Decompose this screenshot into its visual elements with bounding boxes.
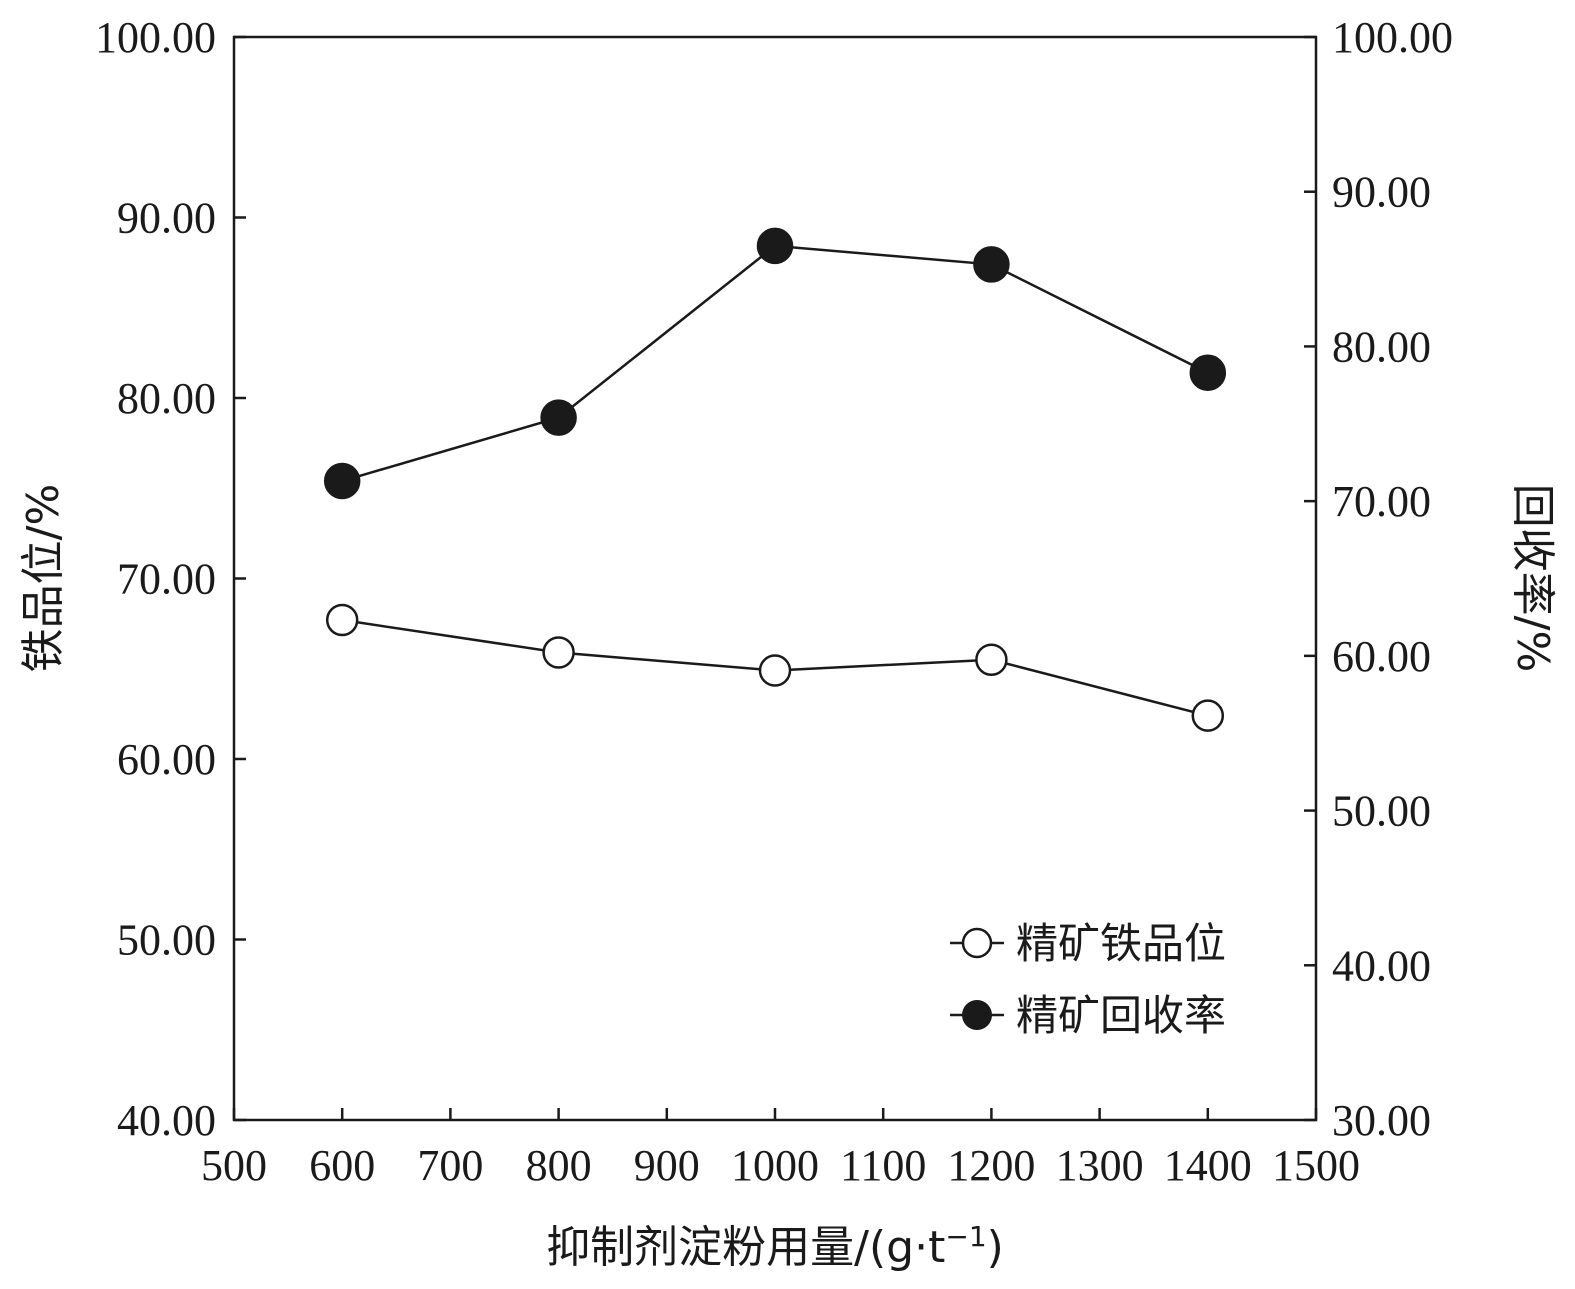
y-left-tick-label: 60.00: [117, 735, 216, 784]
recovery-point: [973, 246, 1010, 283]
recovery-point: [540, 399, 577, 436]
legend-marker-filled-circle: [962, 1000, 992, 1030]
grade-point: [1191, 699, 1225, 732]
recovery-point: [1189, 354, 1227, 391]
legend-marker-open-circle: [961, 927, 993, 959]
x-tick-label: 1500: [1272, 1141, 1360, 1190]
x-tick-label: 900: [634, 1141, 700, 1190]
y-left-tick-label: 70.00: [117, 555, 216, 604]
y-right-tick-label: 30.00: [1332, 1096, 1431, 1145]
x-tick-label: 1200: [947, 1141, 1035, 1190]
legend-label-grade: 精矿铁品位: [1016, 919, 1226, 968]
series-layer: [323, 227, 1227, 732]
x-tick-label: 1000: [731, 1141, 819, 1190]
y-right-tick-label: 90.00: [1332, 168, 1431, 217]
ticks-layer: 500 600 700 800 900 1000 1100 1200 1300 1400 1500 4…: [95, 13, 1453, 1190]
grade-point: [542, 636, 575, 669]
y-right-tick-label: 40.00: [1332, 941, 1431, 990]
y-left-tick-label: 40.00: [117, 1096, 216, 1145]
y-right-tick-label: 80.00: [1332, 322, 1431, 371]
y-left-tick-label: 80.00: [117, 374, 216, 423]
right-axis-title: 回收率/%: [1507, 484, 1558, 673]
y-right-tick-label: 70.00: [1332, 477, 1431, 526]
y-left-tick-label: 50.00: [117, 916, 216, 965]
y-left-tick-label: 100.00: [95, 13, 216, 62]
legend-label-recovery: 精矿回收率: [1016, 991, 1226, 1040]
left-axis-title: 铁品位/%: [18, 484, 69, 673]
x-tick-label: 700: [417, 1141, 483, 1190]
grade-point: [758, 654, 792, 687]
y-right-tick-label: 50.00: [1332, 787, 1431, 836]
recovery-point: [323, 462, 361, 500]
x-axis-title: 抑制剂淀粉用量/(g·t−1): [546, 1220, 1004, 1273]
x-tick-label: 1400: [1164, 1141, 1252, 1190]
y-right-tick-label: 100.00: [1332, 13, 1453, 62]
x-tick-label: 600: [309, 1141, 375, 1190]
series-line-2: [341, 244, 1209, 483]
legend: 精矿铁品位 精矿回收率: [950, 919, 1226, 1040]
x-tick-label: 500: [201, 1141, 267, 1190]
x-tick-label: 800: [526, 1141, 592, 1190]
x-tick-label: 1100: [840, 1141, 926, 1190]
x-tick-label: 1300: [1056, 1141, 1144, 1190]
grade-point: [325, 603, 359, 637]
y-left-tick-label: 90.00: [117, 194, 216, 243]
grade-point: [975, 643, 1008, 676]
y-right-tick-label: 60.00: [1332, 632, 1431, 681]
recovery-point: [756, 227, 794, 265]
